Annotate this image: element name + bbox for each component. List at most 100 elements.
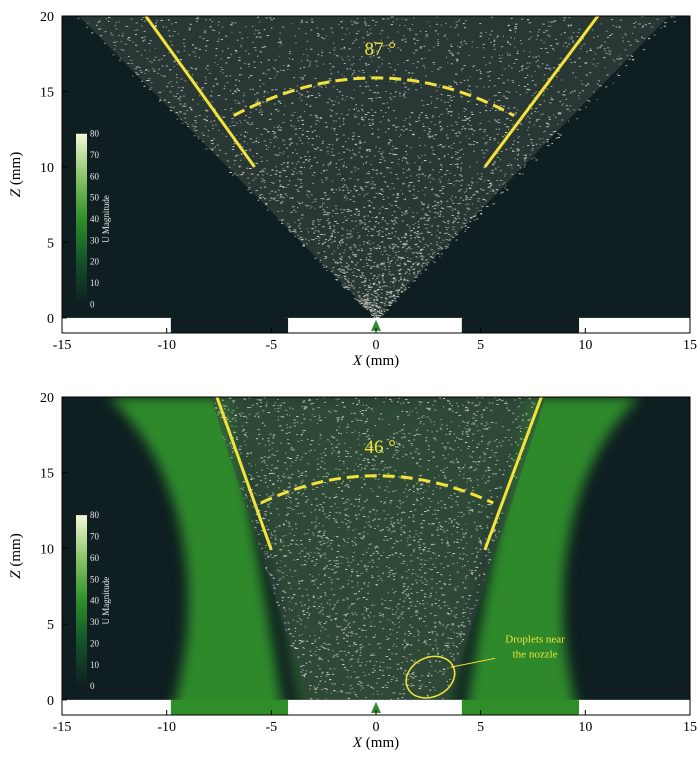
droplet	[280, 164, 284, 165]
droplet	[318, 120, 320, 122]
droplet	[394, 217, 397, 219]
droplet	[462, 582, 464, 584]
droplet	[310, 671, 313, 673]
droplet	[281, 429, 284, 431]
droplet	[429, 661, 432, 663]
droplet	[154, 25, 157, 27]
droplet	[407, 544, 410, 546]
droplet	[372, 207, 375, 209]
droplet	[340, 48, 343, 50]
droplet	[256, 100, 259, 102]
droplet	[382, 275, 384, 277]
droplet	[519, 167, 522, 169]
droplet	[506, 79, 509, 81]
droplet	[315, 559, 318, 561]
droplet	[344, 277, 346, 279]
droplet	[412, 549, 416, 551]
droplet	[457, 131, 461, 133]
droplet	[465, 190, 467, 192]
droplet	[550, 134, 553, 136]
droplet	[512, 412, 515, 414]
droplet	[424, 607, 427, 609]
droplet	[552, 99, 554, 101]
droplet	[362, 110, 364, 112]
droplet	[386, 18, 390, 20]
droplet	[533, 157, 536, 159]
droplet	[447, 112, 449, 114]
droplet	[390, 295, 393, 297]
droplet	[296, 117, 298, 119]
droplet	[491, 513, 493, 514]
droplet	[263, 518, 266, 520]
droplet	[300, 139, 302, 141]
droplet	[351, 603, 353, 605]
droplet	[464, 565, 466, 567]
droplet	[248, 182, 250, 184]
droplet	[431, 187, 433, 189]
droplet	[250, 500, 252, 502]
droplet	[433, 46, 435, 48]
droplet	[263, 46, 267, 48]
droplet	[486, 517, 489, 519]
droplet	[375, 79, 378, 81]
droplet	[485, 64, 487, 66]
droplet	[506, 165, 510, 166]
droplet	[290, 142, 293, 144]
droplet	[230, 90, 232, 92]
droplet	[568, 25, 570, 27]
droplet	[451, 623, 454, 625]
droplet	[516, 52, 519, 54]
droplet	[371, 134, 373, 135]
droplet	[294, 149, 296, 151]
droplet	[388, 245, 390, 247]
droplet	[356, 575, 359, 577]
droplet	[311, 228, 314, 230]
droplet	[365, 24, 367, 26]
droplet	[567, 24, 570, 26]
droplet	[338, 24, 340, 26]
droplet	[411, 560, 413, 562]
droplet	[442, 188, 444, 189]
droplet	[337, 599, 339, 601]
droplet	[528, 38, 531, 40]
droplet	[469, 125, 472, 126]
droplet	[188, 54, 191, 56]
droplet	[512, 150, 515, 152]
droplet	[455, 82, 458, 83]
droplet	[447, 95, 450, 96]
droplet	[388, 567, 390, 569]
droplet	[397, 126, 400, 128]
droplet	[300, 182, 303, 184]
droplet	[259, 399, 262, 401]
droplet	[348, 109, 350, 111]
droplet	[428, 548, 431, 550]
droplet	[318, 243, 320, 245]
droplet	[395, 432, 398, 434]
droplet	[483, 579, 485, 581]
droplet	[346, 640, 349, 642]
droplet	[247, 177, 250, 179]
droplet	[437, 33, 440, 35]
droplet	[380, 462, 382, 464]
droplet	[484, 457, 486, 459]
droplet	[525, 67, 528, 69]
droplet	[389, 466, 392, 468]
droplet	[474, 577, 478, 579]
droplet	[430, 121, 433, 123]
droplet	[410, 605, 413, 607]
droplet	[383, 176, 385, 177]
droplet	[375, 456, 377, 458]
droplet	[449, 52, 452, 54]
droplet	[493, 44, 496, 45]
droplet	[317, 35, 320, 37]
droplet	[461, 128, 464, 130]
droplet	[363, 484, 365, 486]
droplet	[458, 217, 460, 219]
droplet	[282, 169, 285, 171]
droplet	[355, 104, 357, 106]
droplet	[358, 300, 360, 302]
droplet	[167, 19, 170, 21]
droplet	[319, 419, 322, 421]
droplet	[624, 33, 627, 35]
droplet	[468, 477, 472, 479]
